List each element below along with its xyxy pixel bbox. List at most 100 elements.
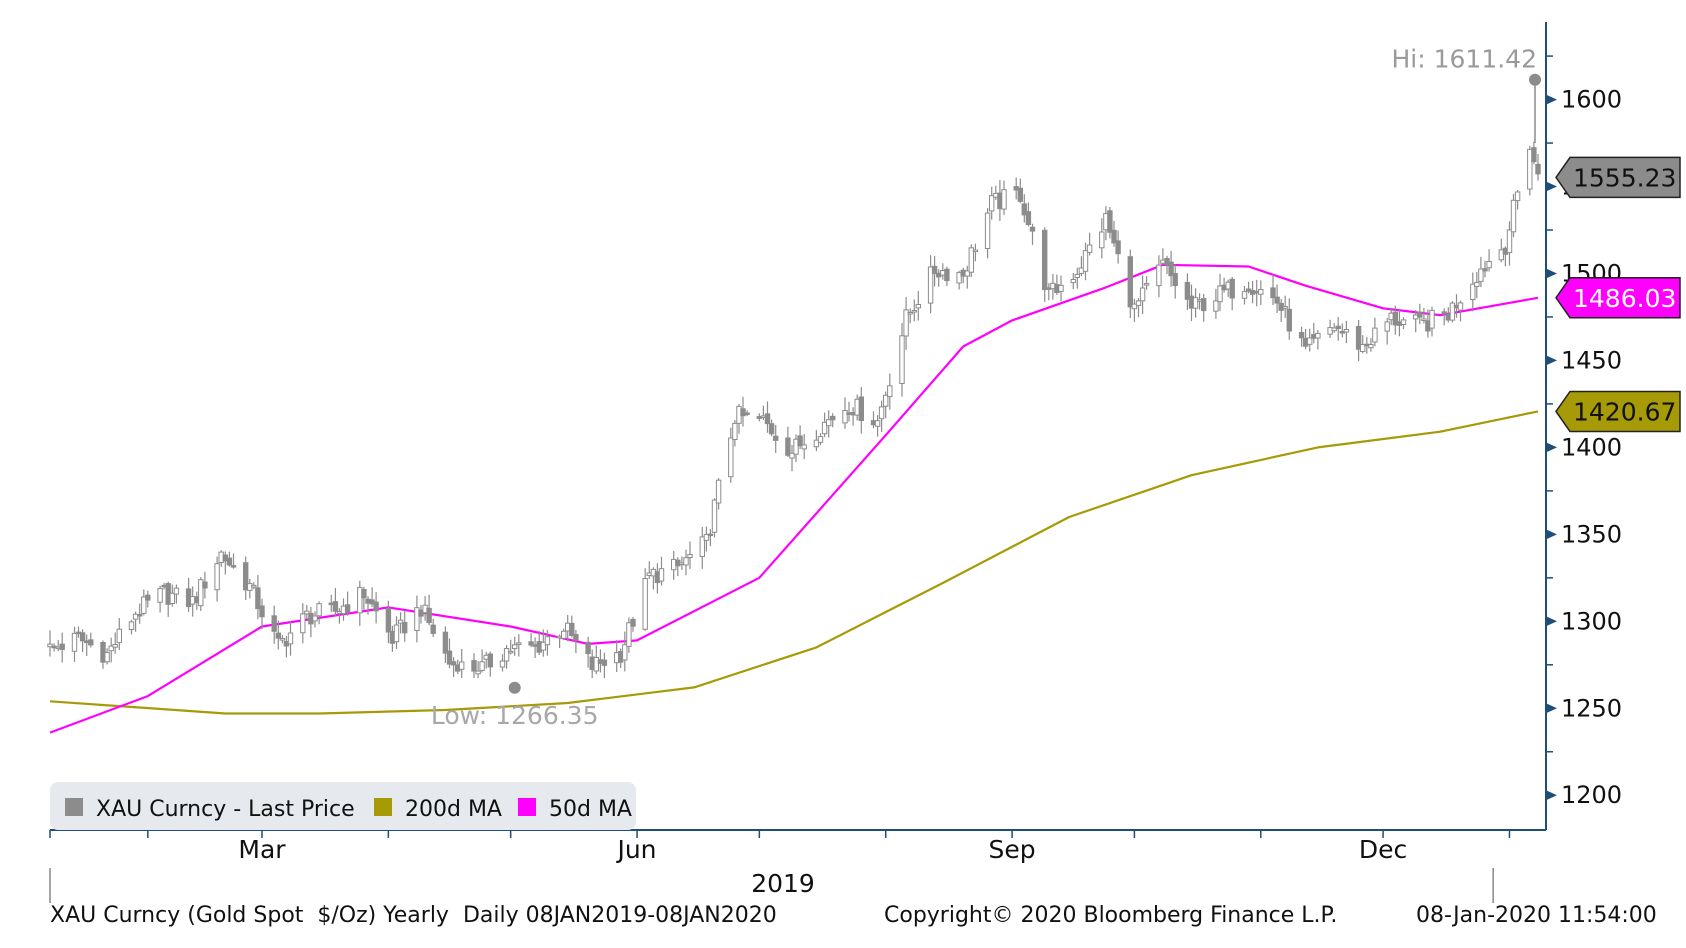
candle-body: [88, 639, 94, 646]
candle: [402, 610, 408, 642]
candle: [968, 244, 974, 277]
candle-body: [157, 588, 163, 603]
candle-body: [1017, 187, 1023, 202]
axis-layer: 120012501300135014001450150015501600MarJ…: [49, 22, 1622, 903]
candle: [414, 595, 420, 643]
candle-body: [1331, 327, 1337, 332]
candle-body: [768, 423, 775, 435]
candle: [137, 603, 143, 624]
candle-body: [312, 615, 318, 622]
candle: [1331, 323, 1337, 333]
candle: [826, 410, 832, 438]
y-tick-label-1300: 1300: [1561, 607, 1622, 635]
candle-body: [626, 622, 632, 647]
candle-body: [1368, 344, 1374, 349]
candle-body: [1135, 300, 1142, 306]
candle-body: [1131, 303, 1138, 310]
candle: [430, 618, 436, 638]
candle: [1172, 264, 1178, 299]
candle-body: [622, 644, 628, 661]
candle-body: [744, 412, 750, 415]
candle: [426, 594, 432, 626]
y-tick-label-1600: 1600: [1561, 86, 1622, 114]
candle-body: [830, 415, 836, 421]
candle-body: [773, 435, 779, 441]
ma200-tag: 1420.67: [1555, 390, 1681, 433]
candle: [59, 632, 65, 663]
candle: [1042, 227, 1048, 302]
candle: [622, 631, 628, 672]
candle: [899, 323, 905, 397]
candle: [271, 605, 277, 644]
candle-body: [1421, 318, 1427, 321]
candle: [104, 648, 110, 665]
candle: [740, 396, 746, 427]
candle-body: [1429, 309, 1435, 329]
candle: [821, 412, 828, 438]
candle: [907, 308, 913, 324]
candle-body: [1372, 327, 1378, 343]
candle: [858, 387, 864, 434]
y-tick-label-1200: 1200: [1561, 781, 1622, 809]
candle: [450, 657, 457, 677]
ma200-layer: [49, 410, 1539, 715]
candle-body: [1400, 319, 1407, 325]
candle: [573, 629, 579, 654]
legend: XAU Curncy - Last Price 200d MA 50d MA: [50, 782, 636, 830]
candle-body: [71, 632, 78, 652]
candle-body: [512, 644, 518, 649]
candle: [915, 290, 921, 321]
candle: [516, 634, 522, 657]
candle-body: [540, 641, 546, 651]
candle: [630, 617, 636, 632]
candle-body: [373, 601, 379, 612]
candle: [1258, 280, 1264, 305]
candle-body: [471, 660, 477, 672]
candle: [1360, 335, 1366, 354]
candle: [1457, 300, 1464, 322]
candle: [1213, 288, 1219, 319]
candle-body: [475, 670, 481, 675]
candle-body: [230, 565, 237, 568]
candle: [1127, 249, 1133, 319]
candle-body: [1099, 231, 1105, 249]
candle-body: [887, 385, 893, 398]
ma50-line: [49, 263, 1539, 734]
candle: [956, 270, 962, 290]
candle-body: [243, 562, 249, 591]
candle: [1115, 230, 1121, 264]
candle-body: [357, 586, 363, 614]
x-label-dec: Dec: [1359, 835, 1407, 864]
candle-body: [989, 195, 995, 212]
candle: [79, 629, 86, 653]
candle-body: [1139, 287, 1146, 302]
candle-body: [1343, 329, 1350, 333]
candle: [141, 589, 147, 616]
candle: [1368, 338, 1374, 352]
candle-body: [1270, 287, 1276, 299]
candle: [699, 527, 705, 569]
candle-body: [1360, 344, 1366, 353]
candle-body: [442, 631, 449, 654]
candle: [789, 445, 795, 472]
candle: [1315, 330, 1321, 350]
candle-body: [528, 641, 534, 646]
candle: [1001, 180, 1007, 215]
candle-body: [173, 587, 180, 595]
high-label: Hi: 1611.42: [1392, 45, 1538, 74]
ma200-tag-box: [1555, 390, 1681, 433]
candle-body: [112, 644, 118, 648]
x-label-sep: Sep: [989, 835, 1036, 864]
candle: [446, 638, 453, 669]
candle: [528, 633, 534, 648]
candle: [373, 592, 379, 624]
candle-body: [964, 270, 970, 277]
candle-body: [1514, 191, 1521, 202]
candle: [300, 603, 306, 644]
candle-body: [793, 438, 799, 455]
candle-body: [487, 653, 494, 668]
candle: [471, 653, 477, 679]
candle: [459, 648, 465, 679]
candle-body: [972, 249, 979, 253]
candle: [728, 427, 734, 483]
